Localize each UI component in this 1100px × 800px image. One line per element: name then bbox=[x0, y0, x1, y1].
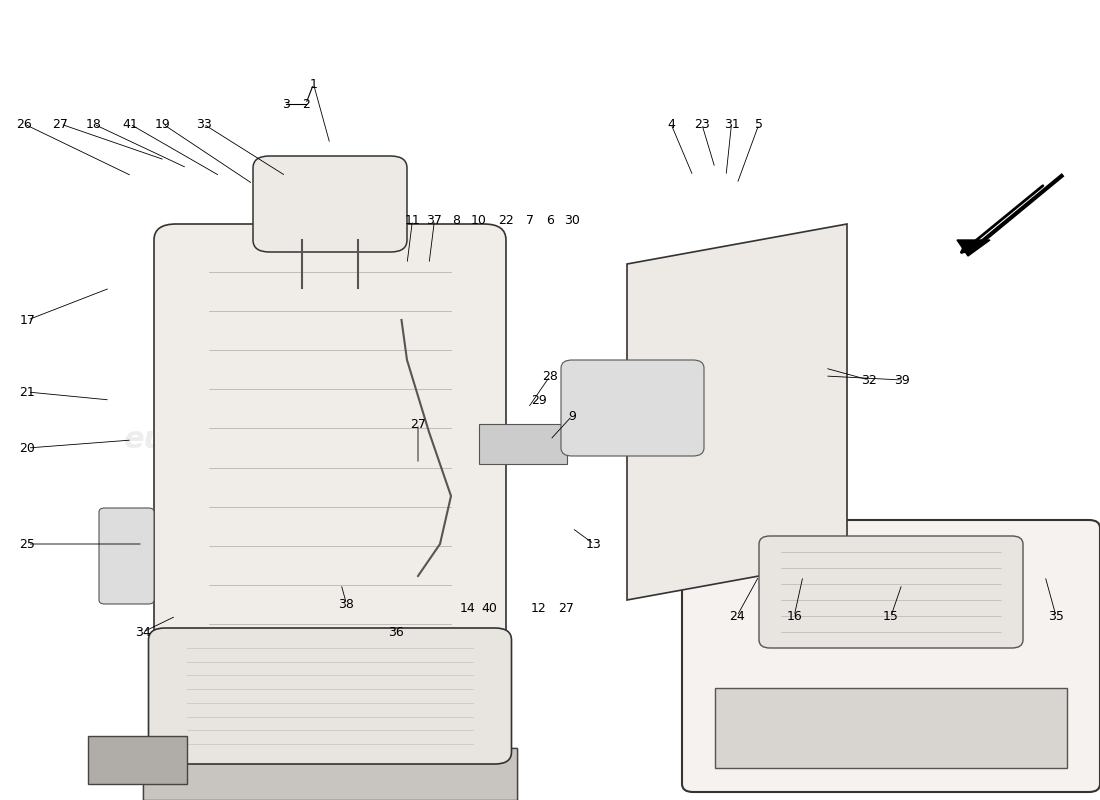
Text: 22: 22 bbox=[498, 214, 514, 226]
Text: 28: 28 bbox=[542, 370, 558, 382]
FancyBboxPatch shape bbox=[253, 156, 407, 252]
Text: 24: 24 bbox=[729, 610, 745, 622]
Text: 41: 41 bbox=[122, 118, 138, 130]
FancyBboxPatch shape bbox=[99, 508, 154, 604]
Text: 27: 27 bbox=[53, 118, 68, 130]
Text: 23: 23 bbox=[694, 118, 710, 130]
Polygon shape bbox=[957, 240, 990, 256]
Text: 1: 1 bbox=[309, 78, 318, 90]
Polygon shape bbox=[627, 224, 847, 600]
FancyBboxPatch shape bbox=[88, 736, 187, 784]
FancyBboxPatch shape bbox=[143, 748, 517, 800]
Text: eurospares: eurospares bbox=[123, 426, 317, 454]
Text: 10: 10 bbox=[471, 214, 486, 226]
Text: 14: 14 bbox=[460, 602, 475, 614]
Text: 34: 34 bbox=[135, 626, 151, 638]
Text: 7: 7 bbox=[526, 214, 535, 226]
Text: 15: 15 bbox=[883, 610, 899, 622]
Text: 17: 17 bbox=[20, 314, 35, 326]
Text: 32: 32 bbox=[861, 374, 877, 386]
FancyBboxPatch shape bbox=[561, 360, 704, 456]
Text: 35: 35 bbox=[1048, 610, 1064, 622]
Text: 18: 18 bbox=[86, 118, 101, 130]
FancyBboxPatch shape bbox=[154, 224, 506, 656]
FancyBboxPatch shape bbox=[759, 536, 1023, 648]
Text: 39: 39 bbox=[894, 374, 910, 386]
Text: 37: 37 bbox=[427, 214, 442, 226]
Text: 26: 26 bbox=[16, 118, 32, 130]
Text: 27: 27 bbox=[410, 418, 426, 430]
Text: 36: 36 bbox=[388, 626, 404, 638]
Text: 5: 5 bbox=[755, 118, 763, 130]
Text: 9: 9 bbox=[568, 410, 576, 422]
Text: 12: 12 bbox=[531, 602, 547, 614]
Text: eurospares: eurospares bbox=[651, 506, 845, 534]
Text: 40: 40 bbox=[482, 602, 497, 614]
Text: 16: 16 bbox=[786, 610, 802, 622]
Text: 21: 21 bbox=[20, 386, 35, 398]
Text: 20: 20 bbox=[20, 442, 35, 454]
Text: 19: 19 bbox=[155, 118, 170, 130]
FancyBboxPatch shape bbox=[715, 688, 1067, 768]
Text: 2: 2 bbox=[301, 98, 310, 110]
FancyBboxPatch shape bbox=[148, 628, 512, 764]
Text: 8: 8 bbox=[452, 214, 461, 226]
Text: 11: 11 bbox=[405, 214, 420, 226]
Text: 25: 25 bbox=[20, 538, 35, 550]
Text: 4: 4 bbox=[667, 118, 675, 130]
FancyBboxPatch shape bbox=[682, 520, 1100, 792]
Text: 33: 33 bbox=[196, 118, 211, 130]
Text: 30: 30 bbox=[564, 214, 580, 226]
Text: 3: 3 bbox=[282, 98, 290, 110]
Text: 6: 6 bbox=[546, 214, 554, 226]
Text: 29: 29 bbox=[531, 394, 547, 406]
FancyBboxPatch shape bbox=[143, 748, 517, 800]
Text: 38: 38 bbox=[339, 598, 354, 610]
Text: 31: 31 bbox=[724, 118, 739, 130]
Text: 13: 13 bbox=[586, 538, 602, 550]
Text: 27: 27 bbox=[559, 602, 574, 614]
FancyBboxPatch shape bbox=[478, 424, 566, 464]
